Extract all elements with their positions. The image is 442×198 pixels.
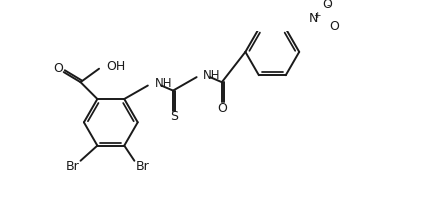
Text: S: S bbox=[170, 110, 178, 123]
Text: O: O bbox=[322, 0, 332, 11]
Text: O: O bbox=[330, 20, 339, 33]
Text: Br: Br bbox=[65, 160, 79, 173]
Text: -: - bbox=[327, 0, 331, 10]
Text: NH: NH bbox=[155, 77, 172, 90]
Text: O: O bbox=[54, 62, 64, 75]
Text: OH: OH bbox=[107, 60, 126, 73]
Text: +: + bbox=[313, 11, 321, 20]
Text: N: N bbox=[309, 12, 318, 25]
Text: Br: Br bbox=[136, 160, 150, 173]
Text: O: O bbox=[218, 102, 228, 115]
Text: NH: NH bbox=[203, 69, 221, 82]
